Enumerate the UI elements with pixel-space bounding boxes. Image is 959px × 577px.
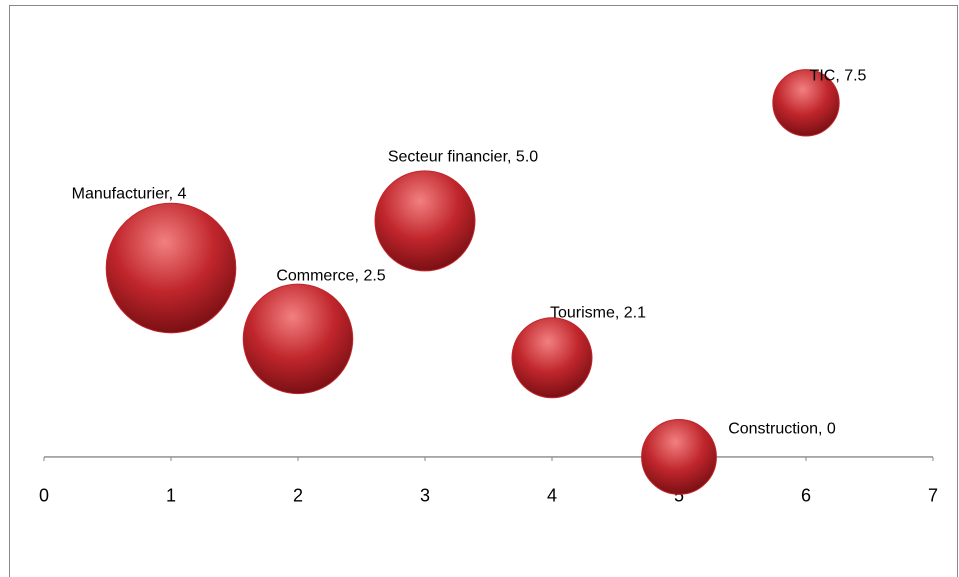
x-tick-label: 7 — [928, 486, 938, 506]
x-tick-label: 0 — [39, 486, 49, 506]
bubble — [641, 419, 717, 495]
bubble — [772, 69, 840, 137]
x-tick-label: 2 — [293, 486, 303, 506]
data-label: Commerce, 2.5 — [276, 267, 386, 285]
x-tick-label: 1 — [166, 486, 176, 506]
x-tick-label: 5 — [674, 486, 684, 506]
x-tick-label: 6 — [801, 486, 811, 506]
bubble — [105, 202, 237, 334]
frame — [9, 5, 958, 577]
bubble — [511, 317, 593, 399]
x-tick-label: 3 — [420, 486, 430, 506]
data-label: TIC, 7.5 — [809, 67, 867, 85]
data-label: Construction, 0 — [728, 420, 836, 438]
data-label: Tourisme, 2.1 — [549, 304, 647, 322]
data-label: Secteur financier, 5.0 — [387, 148, 539, 166]
data-label: Manufacturier, 4 — [71, 185, 187, 203]
bubble — [374, 170, 476, 272]
bubble — [242, 283, 354, 395]
x-tick-label: 4 — [547, 486, 557, 506]
